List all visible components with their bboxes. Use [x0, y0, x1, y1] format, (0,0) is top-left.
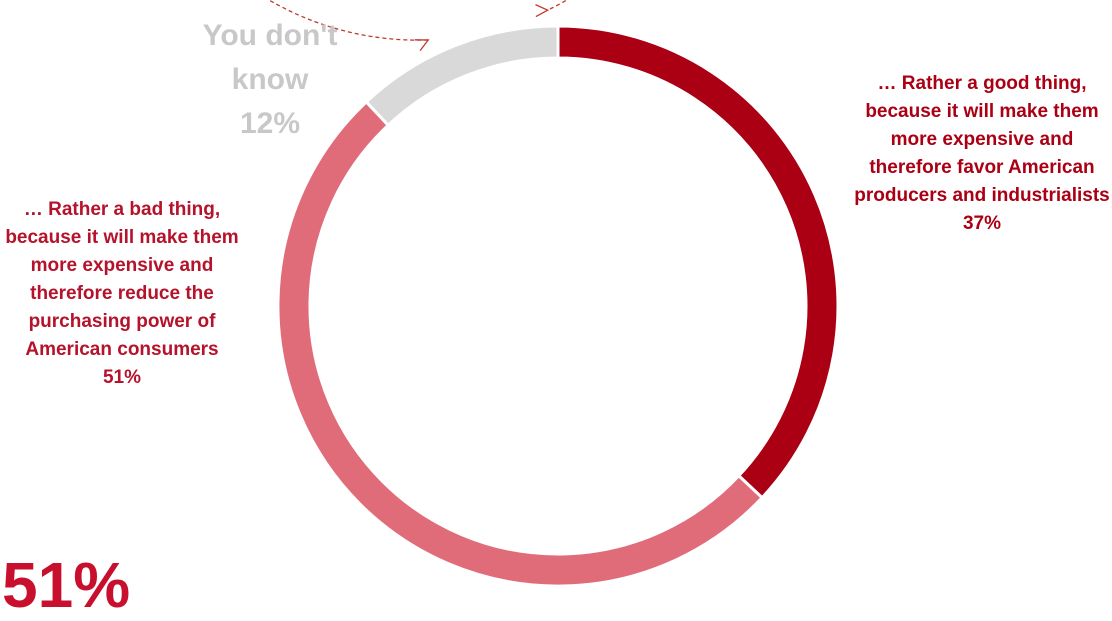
slice-label-dont-know-text: You don't know: [202, 19, 338, 96]
slice-label-dont-know: You don't know 12%: [170, 14, 370, 146]
slice-label-good-thing: … Rather a good thing, because it will m…: [852, 70, 1112, 238]
donut-slice-1: [276, 99, 765, 588]
slice-value-dont-know: 12%: [239, 107, 301, 140]
slice-label-bad-thing-text: … Rather a bad thing, because it will ma…: [5, 199, 239, 360]
donut-slice-0: [556, 24, 840, 500]
slice-label-good-thing-text: … Rather a good thing, because it will m…: [854, 73, 1110, 206]
donut-chart: [267, 0, 840, 588]
donut-slices: [276, 24, 840, 588]
slice-label-bad-thing: … Rather a bad thing, because it will ma…: [0, 196, 244, 392]
donut-slice-2: [364, 24, 560, 128]
annotation-arrows: [267, 0, 568, 52]
slice-value-bad-thing: 51%: [102, 367, 142, 388]
annotation-total-percent: 51%: [2, 549, 131, 621]
annotation-arrowhead-left: [414, 39, 430, 52]
annotation-arrowhead-top: [535, 4, 550, 18]
slice-value-good-thing: 37%: [962, 213, 1002, 234]
